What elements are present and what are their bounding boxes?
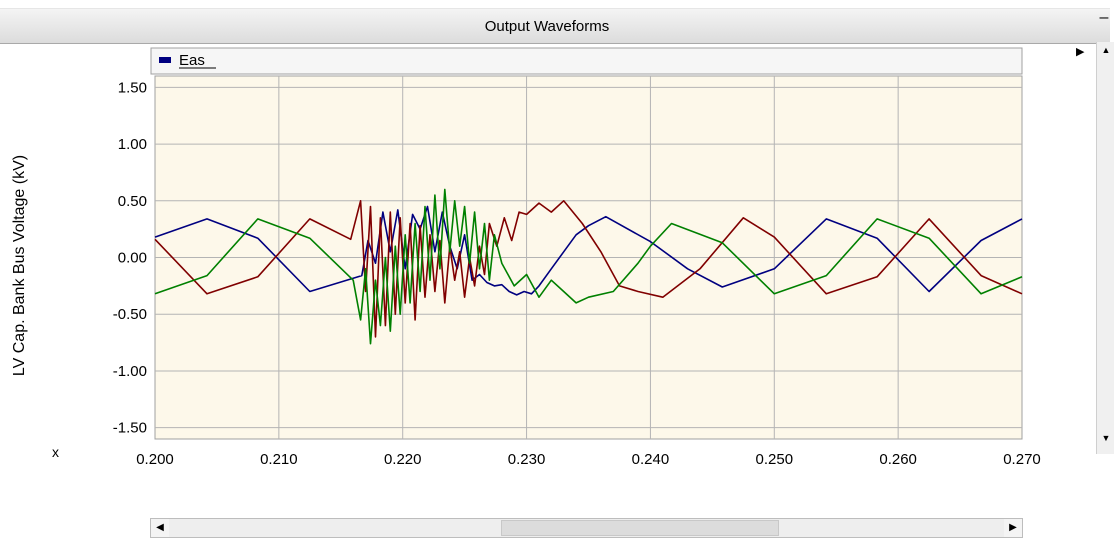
- x-tick-label: 0.270: [1003, 451, 1041, 468]
- y-tick-label: -0.50: [113, 306, 147, 323]
- waveform-chart: Eas 1.50 1.00 0.50 0.00 -0.50 -1.00 -1.50 0.20…: [11, 47, 1041, 468]
- x-tick-label: 0.240: [632, 451, 670, 468]
- series-line-phase-c: [154, 188, 1023, 345]
- scroll-right-icon[interactable]: ▶: [1076, 46, 1085, 58]
- minimize-button[interactable]: –: [1099, 9, 1109, 26]
- vertical-scrollbar[interactable]: ▲ ▼: [1096, 42, 1114, 454]
- scroll-down-icon[interactable]: ▼: [1101, 433, 1111, 443]
- x-tick-label: 0.230: [508, 451, 546, 468]
- legend-swatch-eas: [159, 57, 171, 63]
- scroll-right-arrow-icon[interactable]: ▶: [1004, 519, 1022, 537]
- series-line-phase-b: [154, 200, 1023, 338]
- window-title: Output Waveforms: [484, 18, 610, 35]
- x-tick-label: 0.200: [136, 451, 174, 468]
- series-lines: [154, 188, 1023, 345]
- x-axis-label: x: [52, 444, 59, 460]
- y-tick-label: 0.50: [118, 193, 147, 210]
- legend-bar: [150, 47, 1023, 75]
- x-tick-label: 0.220: [384, 451, 422, 468]
- x-tick-labels: 0.200 0.210 0.220 0.230 0.240 0.250 0.260 0.270: [136, 451, 1041, 468]
- horizontal-scroll-thumb[interactable]: [501, 520, 779, 536]
- window-title-bar: Output Waveforms: [0, 8, 1110, 44]
- y-axis-label: LV Cap. Bank Bus Voltage (kV): [11, 155, 28, 376]
- y-tick-label: 1.00: [118, 136, 147, 153]
- y-tick-label: 0.00: [118, 250, 147, 267]
- scroll-up-icon[interactable]: ▲: [1101, 45, 1111, 55]
- legend-label-eas[interactable]: Eas: [179, 52, 205, 69]
- y-tick-labels: 1.50 1.00 0.50 0.00 -0.50 -1.00 -1.50: [113, 79, 147, 436]
- y-tick-label: -1.50: [113, 420, 147, 437]
- x-tick-label: 0.260: [879, 451, 917, 468]
- series-line-eas: [154, 205, 1023, 296]
- scroll-left-icon[interactable]: ◀: [151, 519, 169, 537]
- horizontal-gridlines: [155, 86, 1022, 429]
- horizontal-scrollbar[interactable]: ◀ ▶: [150, 518, 1023, 538]
- x-tick-label: 0.210: [260, 451, 298, 468]
- y-tick-label: 1.50: [118, 79, 147, 96]
- x-tick-label: 0.250: [756, 451, 794, 468]
- y-tick-label: -1.00: [113, 363, 147, 380]
